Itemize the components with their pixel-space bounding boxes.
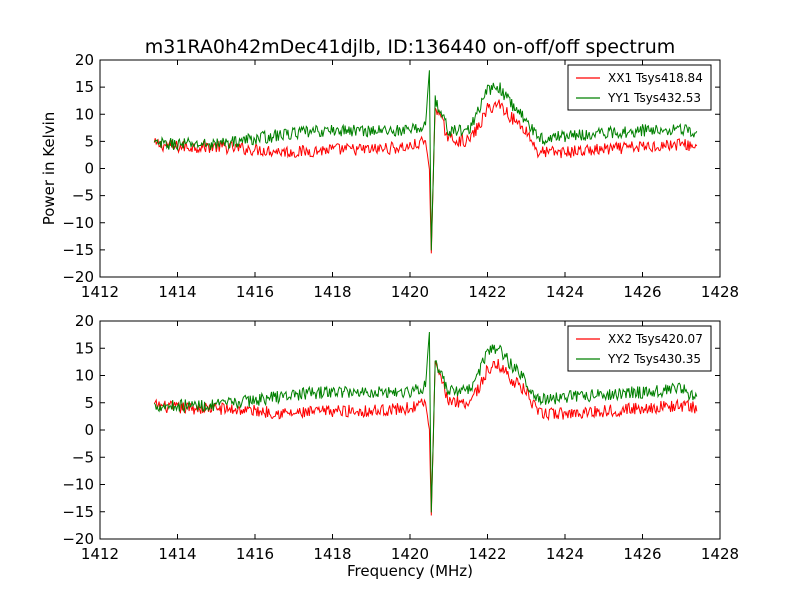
series-line-1 [153, 99, 698, 254]
series-line-2 [153, 331, 698, 513]
panels: 1412 1414 1416 1418 1420 1422 1424 1426 1428 20 15… [40, 51, 739, 580]
y-tick-label: 10 [75, 105, 94, 123]
x-tick-label: 1422 [468, 283, 506, 301]
chart-panel-1: 1412 1414 1416 1418 1420 1422 1424 1426 1428 20 15… [40, 51, 739, 301]
x-tick-label: 1428 [701, 283, 739, 301]
legend-label: YY1 Tsys432.53 [607, 91, 701, 105]
x-tick-label: 1418 [313, 545, 351, 563]
y-tick-label: 20 [75, 51, 94, 69]
x-tick-label: 1416 [236, 545, 274, 563]
series-line-2 [153, 70, 698, 251]
x-tick-label: 1424 [546, 283, 584, 301]
y-tick-label: 5 [84, 394, 94, 412]
x-tick-label: 1412 [81, 545, 119, 563]
y-tick-label: −20 [62, 530, 94, 548]
y-tick-label: −5 [72, 448, 94, 466]
x-tick-label: 1418 [313, 283, 351, 301]
x-tick-label: 1422 [468, 545, 506, 563]
x-tick-label: 1414 [158, 545, 196, 563]
x-tick-label: 1414 [158, 283, 196, 301]
y-tick-label: 0 [84, 421, 94, 439]
x-axis-label: Frequency (MHz) [347, 562, 473, 580]
series-line-1 [153, 359, 698, 516]
y-tick-label: −10 [62, 476, 94, 494]
legend-label: XX2 Tsys420.07 [608, 332, 703, 346]
y-tick-label: 10 [75, 367, 94, 385]
y-tick-label: 5 [84, 132, 94, 150]
y-tick-label: 15 [75, 339, 94, 357]
legend-box [567, 64, 712, 111]
x-tick-label: 1424 [546, 545, 584, 563]
legend: XX2 Tsys420.07 YY2 Tsys430.35 [567, 325, 712, 372]
y-tick-label: −10 [62, 214, 94, 232]
figure-title: m31RA0h42mDec41djlb, ID:136440 on-off/of… [145, 36, 676, 58]
x-tick-label: 1420 [391, 283, 429, 301]
x-tick-label: 1420 [391, 545, 429, 563]
x-tick-label: 1428 [701, 545, 739, 563]
legend-box [567, 325, 712, 372]
legend: XX1 Tsys418.84 YY1 Tsys432.53 [567, 64, 712, 111]
y-tick-label: 0 [84, 160, 94, 178]
chart-panel-2: 1412 1414 1416 1418 1420 1422 1424 1426 1428 20 15… [62, 312, 739, 580]
x-tick-label: 1416 [236, 283, 274, 301]
y-tick-label: −15 [62, 503, 94, 521]
y-axis-label: Power in Kelvin [40, 112, 58, 226]
y-tick-label: −15 [62, 241, 94, 259]
legend-label: YY2 Tsys430.35 [607, 352, 701, 366]
y-tick-label: −20 [62, 268, 94, 286]
legend-label: XX1 Tsys418.84 [608, 71, 703, 85]
y-tick-label: 15 [75, 78, 94, 96]
y-tick-label: 20 [75, 312, 94, 330]
x-tick-label: 1426 [623, 283, 661, 301]
x-tick-label: 1412 [81, 283, 119, 301]
y-tick-label: −5 [72, 187, 94, 205]
x-tick-label: 1426 [623, 545, 661, 563]
